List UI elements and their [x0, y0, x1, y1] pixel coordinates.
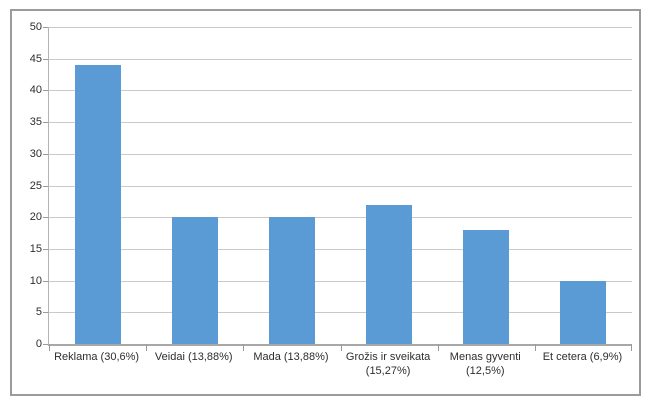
gridline [49, 122, 632, 124]
x-axis-category-label: Mada (13,88%) [253, 351, 329, 363]
bar-1 [74, 65, 121, 344]
gridline [49, 312, 632, 314]
y-axis-tick-label: 5 [35, 306, 42, 319]
y-axis-tick [43, 344, 48, 345]
x-axis-labels: Reklama (30,6%) Veidai (13,88%) Mada (13,8… [48, 350, 631, 378]
x-axis-tick [534, 344, 536, 351]
x-axis-category-label: Grožis ir sveikata (15,27%) [345, 351, 431, 377]
y-axis-tick-label: 40 [29, 84, 42, 97]
y-axis-tick-label: 50 [29, 21, 42, 33]
bar-cell [49, 27, 146, 344]
bar-cell [341, 27, 438, 344]
gridline [49, 280, 632, 282]
y-axis-tick-label: 30 [29, 147, 42, 160]
gridline [49, 27, 632, 28]
bar-cell [146, 27, 243, 344]
y-axis-tick [43, 122, 48, 124]
bar-4 [366, 204, 413, 344]
x-axis-category-label: Menas gyventi (12,5%) [449, 351, 521, 377]
y-axis-tick [43, 58, 48, 60]
bar-cell [535, 27, 632, 344]
bar-2 [171, 217, 218, 344]
x-axis-category-label: Reklama (30,6%) [54, 351, 140, 363]
gridline [49, 185, 632, 187]
y-axis-tick-label: 15 [29, 242, 42, 255]
bar-6 [560, 280, 607, 344]
x-axis-tick [631, 344, 632, 351]
y-axis-tick-label: 0 [35, 338, 42, 350]
y-axis-tick [43, 153, 48, 155]
x-axis-tick [49, 344, 50, 351]
y-axis-tick-label: 25 [29, 179, 42, 192]
bar-3 [268, 217, 315, 344]
bar-cell [243, 27, 340, 344]
bars-row [49, 27, 632, 344]
x-axis-tick [340, 344, 342, 351]
gridline [49, 217, 632, 219]
gridline [49, 90, 632, 92]
x-axis-tick [437, 344, 439, 351]
bar-cell [438, 27, 535, 344]
x-axis-tick [243, 344, 245, 351]
chart-frame: 0 5 10 15 20 25 30 35 40 45 50 Reklama (30,6%) Veid… [10, 9, 641, 396]
gridline [49, 248, 632, 250]
y-axis-tick [43, 312, 48, 314]
gridline [49, 153, 632, 155]
x-axis-category-label: Veidai (13,88%) [154, 351, 233, 363]
y-axis-tick [43, 248, 48, 250]
gridlines-layer [49, 27, 632, 344]
y-axis-tick-label: 10 [29, 274, 42, 287]
x-axis-category-label: Et cetera (6,9%) [542, 351, 623, 363]
bar-5 [463, 229, 510, 344]
plot-area [43, 27, 632, 351]
x-axis-tick [146, 344, 148, 351]
y-axis-tick [43, 217, 48, 219]
gridline [49, 58, 632, 60]
y-axis-tick [43, 280, 48, 282]
y-axis-tick-label: 45 [29, 52, 42, 65]
axis-ticks-layer [43, 27, 632, 351]
y-axis-tick-label: 35 [29, 116, 42, 129]
y-axis-tick [43, 27, 48, 28]
y-axis-tick-label: 20 [29, 211, 42, 224]
y-axis-labels: 0 5 10 15 20 25 30 35 40 45 50 [12, 21, 42, 350]
y-axis-tick [43, 185, 48, 187]
y-axis-tick [43, 90, 48, 92]
